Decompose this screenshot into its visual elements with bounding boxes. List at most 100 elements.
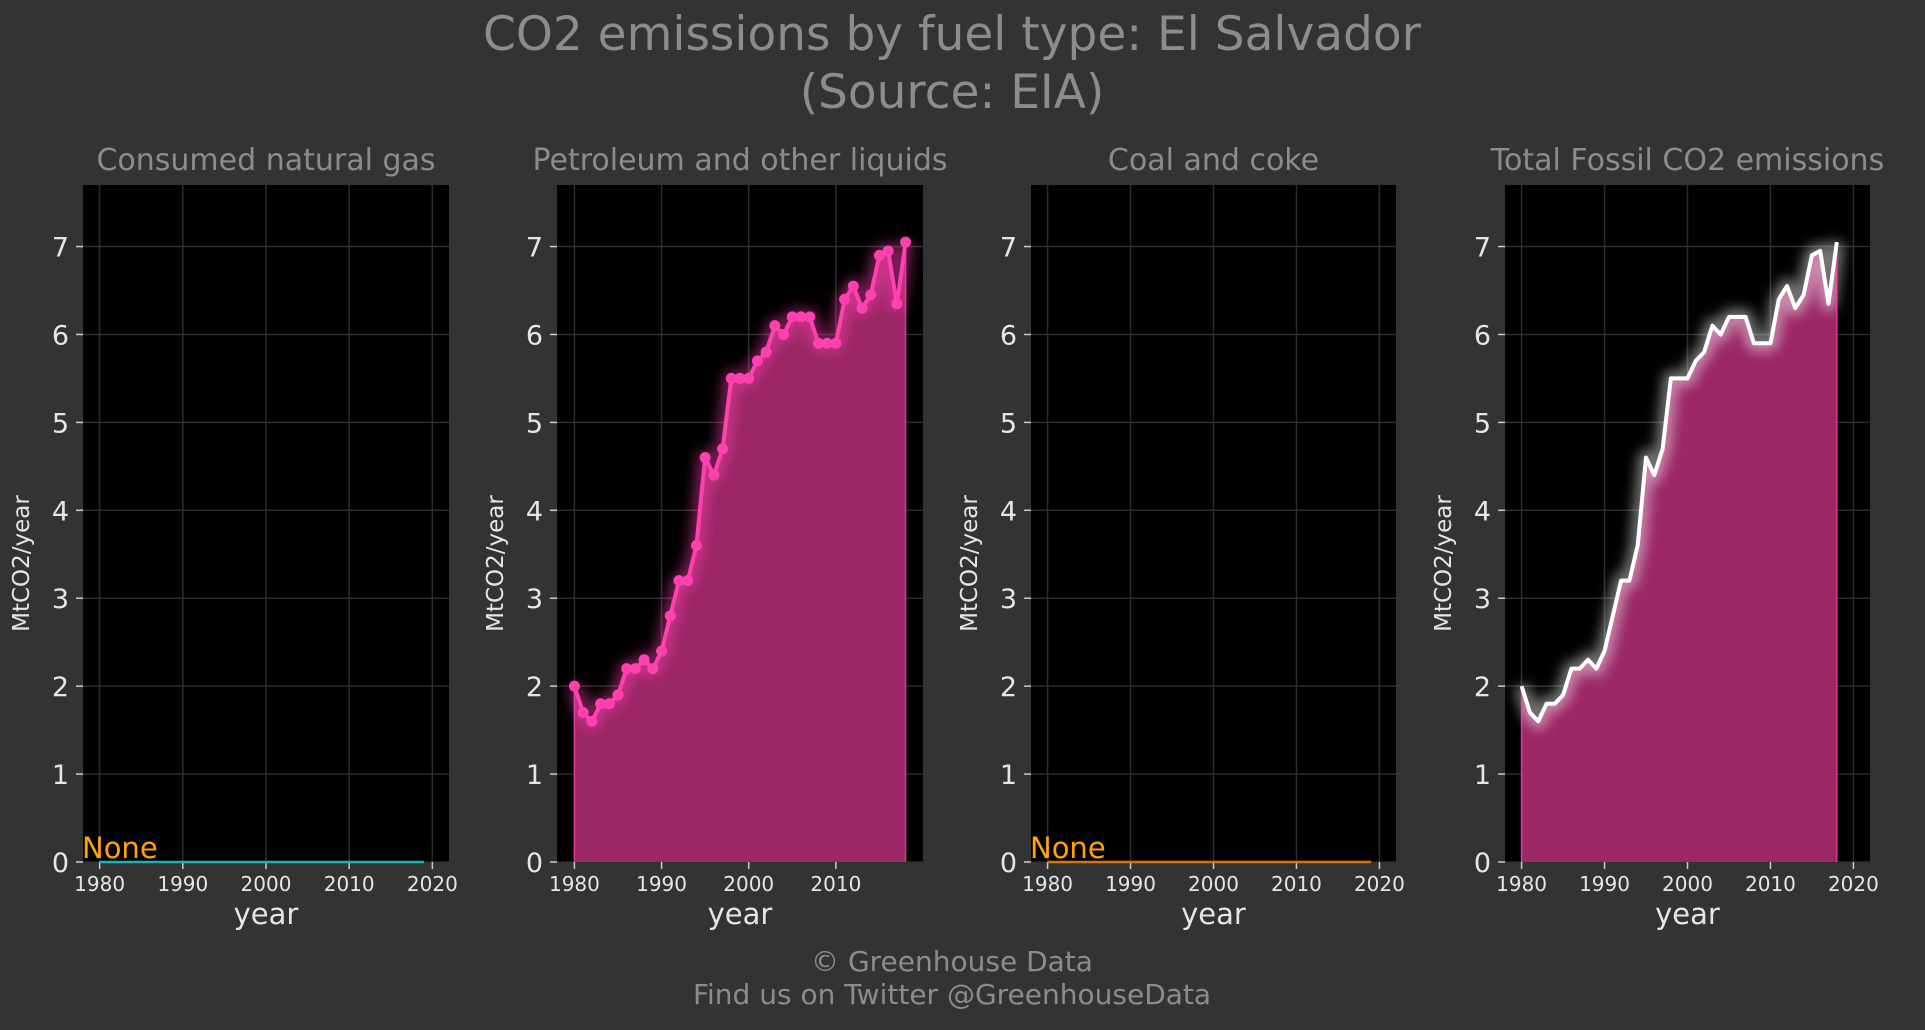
data-point xyxy=(629,663,641,675)
x-tick-label: 2000 xyxy=(723,872,774,896)
y-axis-label: MtCO2/year xyxy=(1431,495,1457,632)
data-point xyxy=(612,689,624,701)
y-tick-label: 4 xyxy=(1000,496,1017,527)
x-axis-label: year xyxy=(1655,897,1720,931)
y-tick-label: 7 xyxy=(1000,233,1017,264)
chart-panel-3: Coal and coke 0 1 2 3 4 5 6 7 1980 1990 2000 2010 202… xyxy=(957,143,1405,931)
panel-title: Total Fossil CO2 emissions xyxy=(1490,143,1884,178)
y-tick-label: 6 xyxy=(1000,320,1017,351)
data-point xyxy=(656,645,668,657)
data-point xyxy=(795,311,807,323)
data-point xyxy=(647,663,659,675)
data-point xyxy=(760,346,772,358)
x-tick-label: 1990 xyxy=(157,872,208,896)
y-tick-label: 3 xyxy=(52,584,69,615)
x-tick-label: 1980 xyxy=(1022,872,1073,896)
y-tick-label: 4 xyxy=(52,496,69,527)
x-tick-label: 2020 xyxy=(407,872,458,896)
panels: Consumed natural gas 0 1 2 3 4 5 6 7 1980 1990 2000… xyxy=(9,143,1884,931)
data-point xyxy=(856,302,868,314)
data-point xyxy=(621,663,633,675)
y-axis-label: MtCO2/year xyxy=(9,495,35,632)
data-point xyxy=(900,236,912,248)
x-tick-label: 1980 xyxy=(549,872,600,896)
x-tick-label: 2020 xyxy=(1354,872,1405,896)
x-tick-label: 2000 xyxy=(1662,872,1713,896)
x-axis-label: year xyxy=(1181,897,1246,931)
data-point xyxy=(682,575,694,587)
y-tick-label: 1 xyxy=(52,760,69,791)
chart-panel-4: Total Fossil CO2 emissions 0 1 2 3 4 5 6 7 1980 19… xyxy=(1431,143,1884,931)
y-tick-label: 0 xyxy=(52,848,69,879)
data-point xyxy=(778,328,790,340)
y-tick-label: 6 xyxy=(52,320,69,351)
data-point xyxy=(882,245,894,257)
data-point xyxy=(664,610,676,622)
data-point xyxy=(690,539,702,551)
x-tick-label: 2010 xyxy=(1271,872,1322,896)
x-tick-label: 1990 xyxy=(1105,872,1156,896)
y-tick-label: 5 xyxy=(526,408,543,439)
data-point xyxy=(568,680,580,692)
x-tick-label: 2000 xyxy=(241,872,292,896)
y-tick-label: 3 xyxy=(1474,584,1491,615)
y-tick-label: 0 xyxy=(526,848,543,879)
y-tick-label: 7 xyxy=(52,233,69,264)
data-point xyxy=(708,469,720,481)
data-point xyxy=(734,372,746,384)
y-tick-label: 6 xyxy=(1474,320,1491,351)
x-tick-label: 1980 xyxy=(74,872,125,896)
data-point xyxy=(830,337,842,349)
y-axis-label: MtCO2/year xyxy=(957,495,983,632)
data-point xyxy=(603,698,615,710)
data-point xyxy=(804,311,816,323)
y-tick-label: 7 xyxy=(526,233,543,264)
panel-title: Petroleum and other liquids xyxy=(532,143,947,178)
annotation-label: None xyxy=(82,831,158,865)
y-tick-label: 0 xyxy=(1000,848,1017,879)
chart-panel-2: Petroleum and other liquids 0 1 2 3 4 5 6 7 1980 1… xyxy=(483,143,948,931)
x-tick-label: 2000 xyxy=(1188,872,1239,896)
data-point xyxy=(847,280,859,292)
series-area xyxy=(1521,242,1837,863)
x-tick-label: 2010 xyxy=(324,872,375,896)
x-tick-label: 2010 xyxy=(810,872,861,896)
data-point xyxy=(586,715,598,727)
y-tick-label: 2 xyxy=(1000,672,1017,703)
footer-twitter: Find us on Twitter @GreenhouseData xyxy=(693,978,1211,1011)
data-point xyxy=(743,372,755,384)
y-tick-label: 5 xyxy=(52,408,69,439)
y-axis-label: MtCO2/year xyxy=(483,495,509,632)
footer-copyright: © Greenhouse Data xyxy=(811,945,1093,978)
data-point xyxy=(699,452,711,464)
y-tick-label: 5 xyxy=(1000,408,1017,439)
data-point xyxy=(839,293,851,305)
data-point xyxy=(638,654,650,666)
y-tick-label: 7 xyxy=(1474,233,1491,264)
x-tick-label: 1980 xyxy=(1496,872,1547,896)
data-point xyxy=(786,311,798,323)
x-tick-label: 1990 xyxy=(1579,872,1630,896)
y-tick-label: 2 xyxy=(1474,672,1491,703)
series-area xyxy=(574,242,906,863)
y-tick-label: 1 xyxy=(526,760,543,791)
data-point xyxy=(821,337,833,349)
x-tick-label: 1990 xyxy=(636,872,687,896)
data-point xyxy=(577,707,589,719)
data-point xyxy=(595,698,607,710)
x-tick-label: 2020 xyxy=(1828,872,1879,896)
panel-title: Consumed natural gas xyxy=(96,143,435,178)
data-point xyxy=(865,289,877,301)
y-tick-label: 6 xyxy=(526,320,543,351)
annotation-label: None xyxy=(1030,831,1106,865)
data-point xyxy=(717,443,729,455)
y-tick-label: 2 xyxy=(52,672,69,703)
y-tick-label: 3 xyxy=(1000,584,1017,615)
x-tick-label: 2010 xyxy=(1745,872,1796,896)
y-tick-label: 4 xyxy=(526,496,543,527)
y-tick-label: 4 xyxy=(1474,496,1491,527)
data-point xyxy=(769,320,781,332)
x-axis-label: year xyxy=(708,897,773,931)
